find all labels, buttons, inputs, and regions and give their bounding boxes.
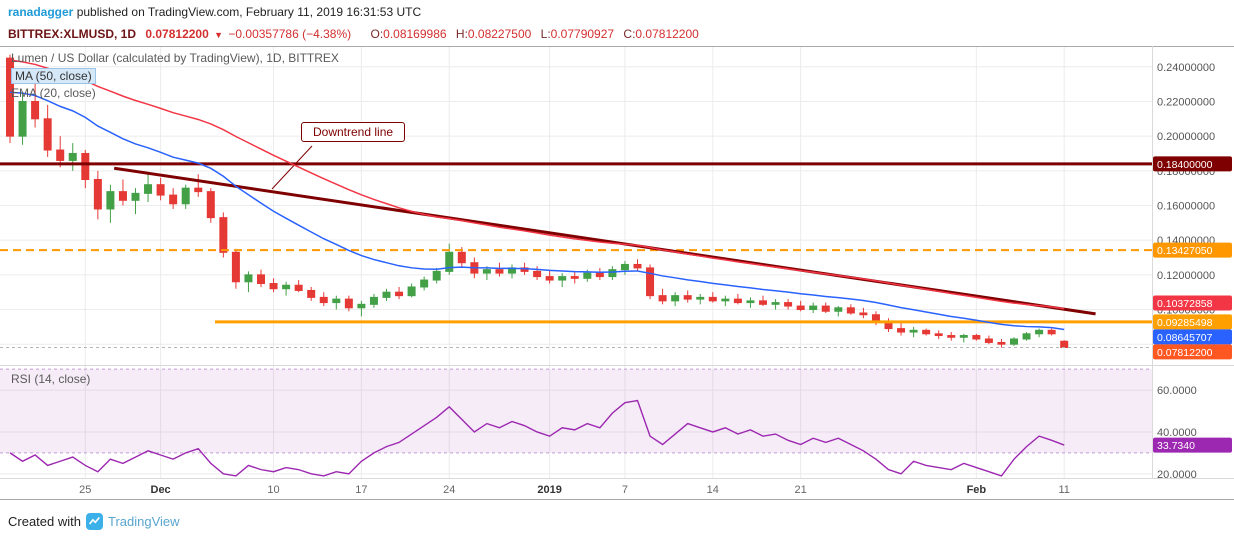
grid-layer: [0, 46, 1152, 478]
created-with-text: Created with: [8, 514, 81, 529]
svg-text:0.16000000: 0.16000000: [1157, 201, 1215, 213]
annotation-pointer-line: [271, 145, 313, 190]
tradingview-link[interactable]: TradingView: [107, 514, 180, 529]
svg-text:0.08645707: 0.08645707: [1157, 332, 1213, 344]
ma50-line: [9, 59, 1065, 310]
time-axis[interactable]: 25 Dec 10 17 24 2019 7 14 21 Feb 11: [79, 484, 1070, 496]
svg-text:0.07812200: 0.07812200: [1157, 347, 1213, 359]
svg-text:0.20000000: 0.20000000: [1157, 131, 1215, 143]
svg-text:17: 17: [355, 484, 367, 496]
chart-canvas[interactable]: 0.240000000.220000000.200000000.18000000…: [0, 46, 1234, 500]
svg-text:0.22000000: 0.22000000: [1157, 96, 1215, 108]
close-value: 0.07812200: [635, 27, 699, 41]
separators: [0, 46, 1234, 500]
svg-text:60.0000: 60.0000: [1157, 385, 1197, 397]
svg-text:2019: 2019: [537, 484, 561, 496]
tradingview-logo-icon: [85, 513, 103, 530]
svg-text:24: 24: [443, 484, 455, 496]
svg-text:0.13427050: 0.13427050: [1157, 245, 1213, 257]
chart-title: Lumen / US Dollar (calculated by Trading…: [11, 51, 339, 65]
close-label: C:: [623, 27, 636, 41]
rsi-indicator-label[interactable]: RSI (14, close): [11, 372, 91, 386]
ma-indicator-label[interactable]: MA (50, close): [11, 68, 96, 84]
rsi-line: [9, 399, 1065, 477]
levels-layer: [0, 162, 1152, 324]
svg-text:14: 14: [707, 484, 719, 496]
high-value: 0.08227500: [467, 27, 532, 41]
low-label: L:: [540, 27, 551, 41]
price-axis[interactable]: 0.240000000.220000000.200000000.18000000…: [1157, 62, 1215, 481]
svg-text:0.24000000: 0.24000000: [1157, 62, 1215, 74]
svg-text:11: 11: [1058, 484, 1069, 496]
svg-text:20.0000: 20.0000: [1157, 469, 1197, 481]
chart-region: 0.24000000 0.22000000 0.20000000 0.18000000…: [0, 46, 1234, 500]
footer: Created with TradingView: [0, 500, 1234, 542]
price-down-icon: ▼: [214, 30, 224, 40]
svg-text:0.10372858: 0.10372858: [1157, 298, 1213, 310]
price-change: −0.00357786 (−4.38%): [228, 27, 352, 41]
high-label: H:: [455, 27, 468, 41]
svg-text:0.18400000: 0.18400000: [1157, 159, 1213, 171]
svg-text:0.12000000: 0.12000000: [1157, 270, 1215, 282]
svg-text:33.7340: 33.7340: [1157, 440, 1195, 452]
low-value: 0.07790927: [550, 27, 615, 41]
symbol-ohlc-bar: BITTREX:XLMUSD, 1D 0.07812200 ▼ −0.00357…: [8, 27, 699, 41]
ema-indicator-label[interactable]: EMA (20, close): [11, 86, 96, 100]
author-link[interactable]: ranadagger: [8, 5, 74, 19]
downtrend-line-annotation[interactable]: Downtrend line: [301, 122, 406, 142]
attribution-text: published on TradingView.com, February 1…: [73, 5, 422, 19]
symbol-name: BITTREX:XLMUSD, 1D: [8, 27, 137, 41]
svg-text:7: 7: [622, 484, 628, 496]
last-price: 0.07812200: [145, 27, 209, 41]
svg-text:40.0000: 40.0000: [1157, 427, 1197, 439]
attribution-bar: ranadagger published on TradingView.com,…: [8, 5, 421, 19]
svg-text:Feb: Feb: [967, 484, 987, 496]
downtrend-line[interactable]: [113, 166, 1096, 316]
svg-text:0.09285498: 0.09285498: [1157, 317, 1213, 329]
svg-text:Dec: Dec: [151, 484, 171, 496]
rsi-band: [0, 368, 1152, 454]
open-label: O:: [370, 27, 384, 41]
svg-text:21: 21: [795, 484, 807, 496]
svg-text:10: 10: [267, 484, 279, 496]
svg-text:25: 25: [79, 484, 91, 496]
axis-badges: 0.18400000 0.13427050 0.10372858 0.09285498…: [1153, 156, 1232, 453]
candles-layer: [6, 54, 1069, 348]
ema20-line: [9, 91, 1065, 331]
open-value: 0.08169986: [383, 27, 447, 41]
